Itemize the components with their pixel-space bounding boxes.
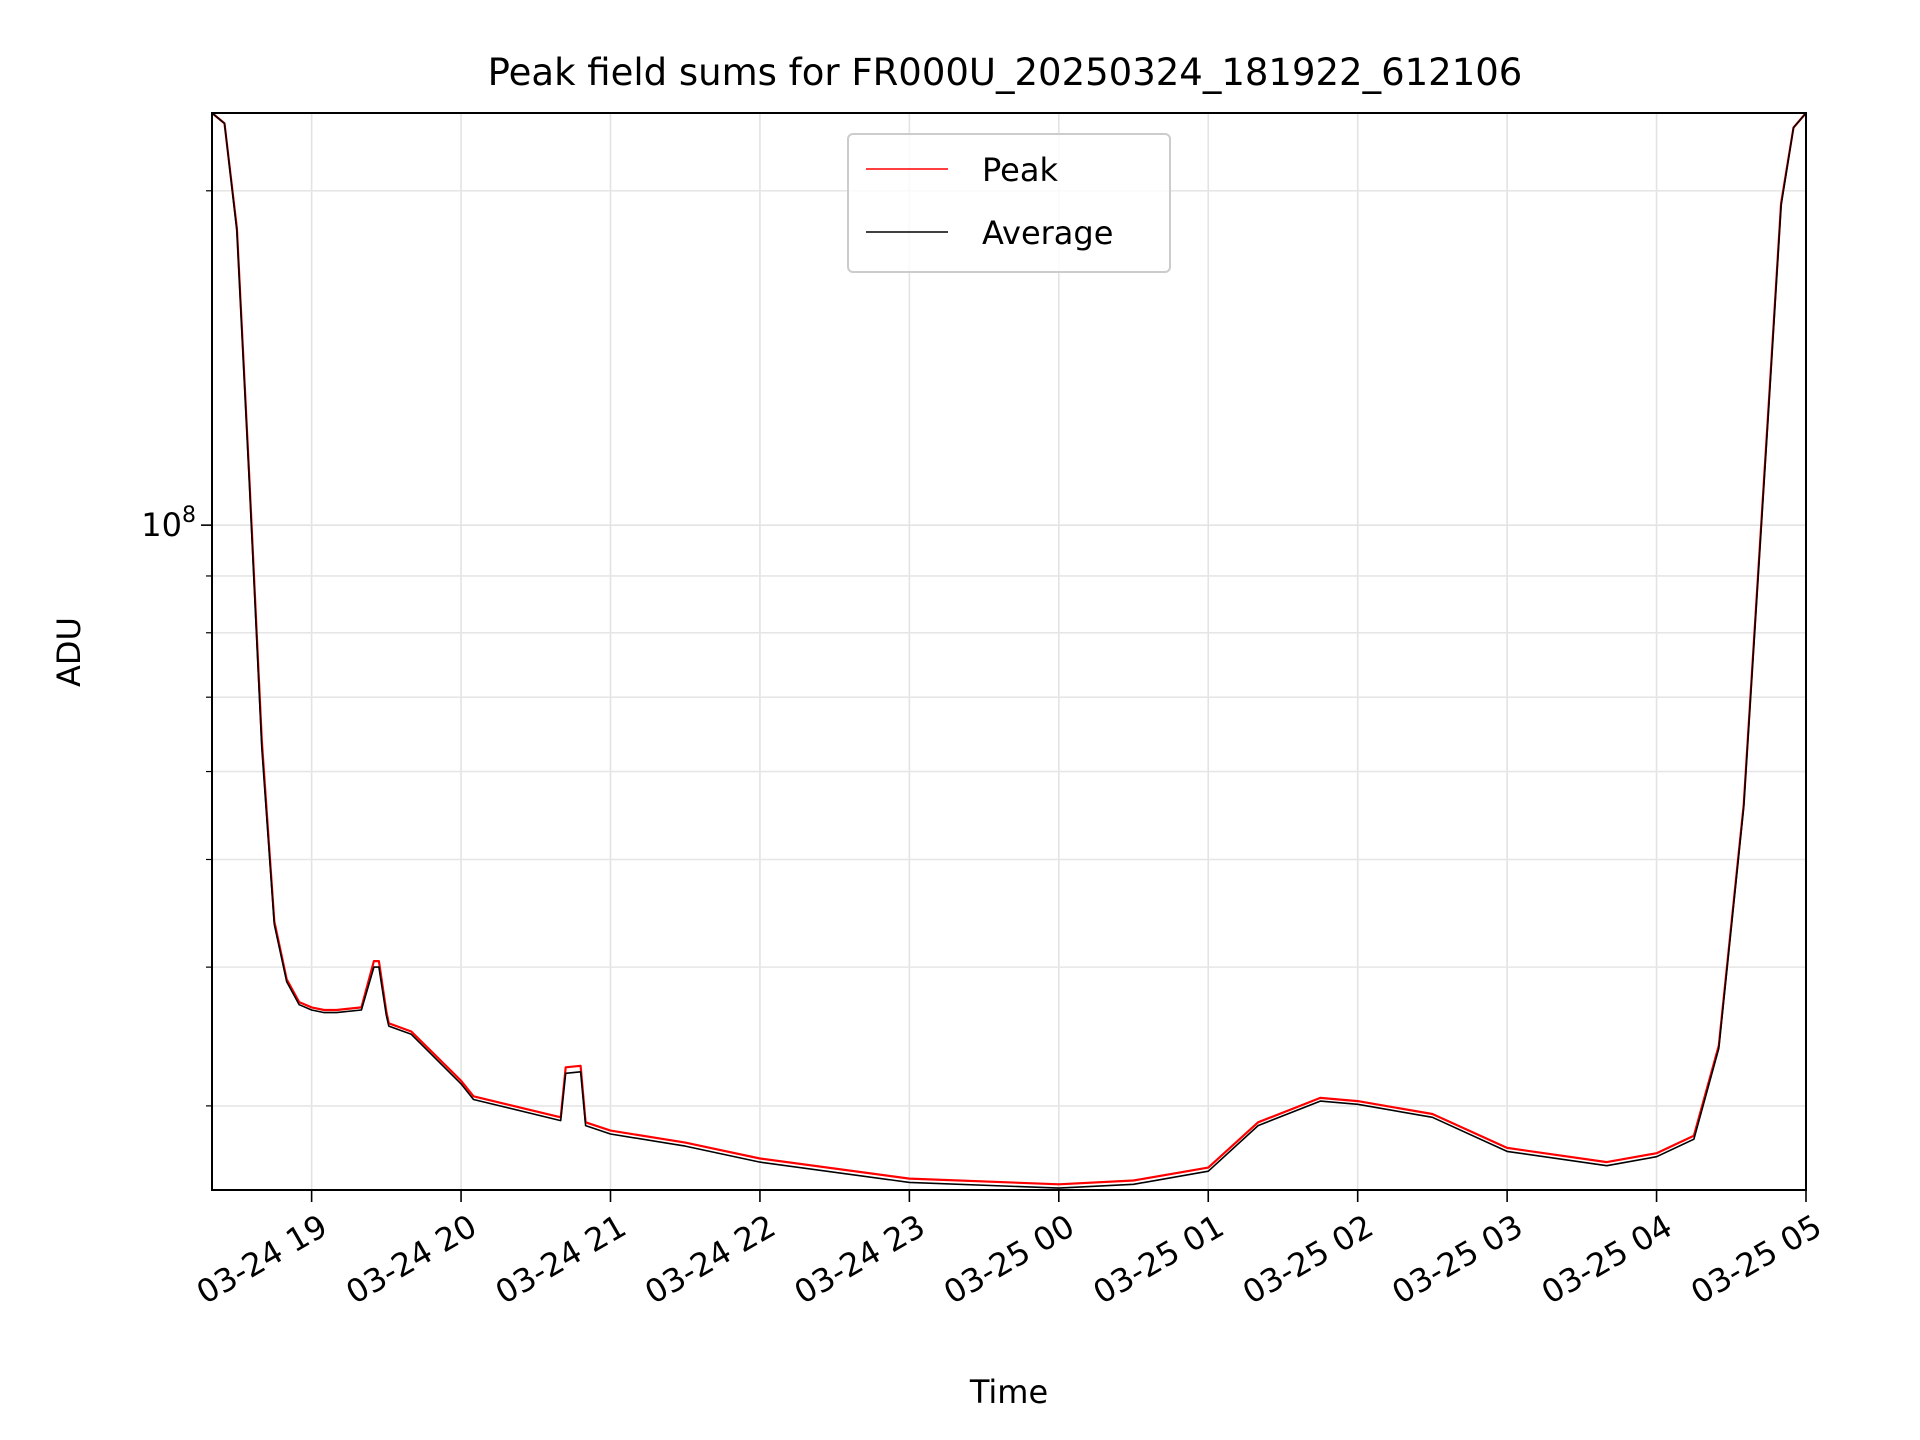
legend-label-peak: Peak: [982, 151, 1058, 189]
legend-label-average: Average: [982, 214, 1113, 252]
series-layer: [211, 112, 1807, 1189]
y-axis: 108: [141, 190, 212, 1107]
legend: Peak Average: [847, 133, 1171, 273]
y-tick-base: 10: [141, 506, 182, 544]
plot-frame: [211, 112, 1807, 1191]
y-tick-label: 108: [141, 503, 196, 544]
series-line-average: [211, 112, 1807, 1189]
y-axis-label: ADU: [50, 617, 88, 687]
y-tick-exponent: 8: [182, 503, 196, 528]
x-axis-label: Time: [969, 1373, 1048, 1411]
chart-title: Peak field sums for FR000U_20250324_1819…: [488, 51, 1523, 94]
